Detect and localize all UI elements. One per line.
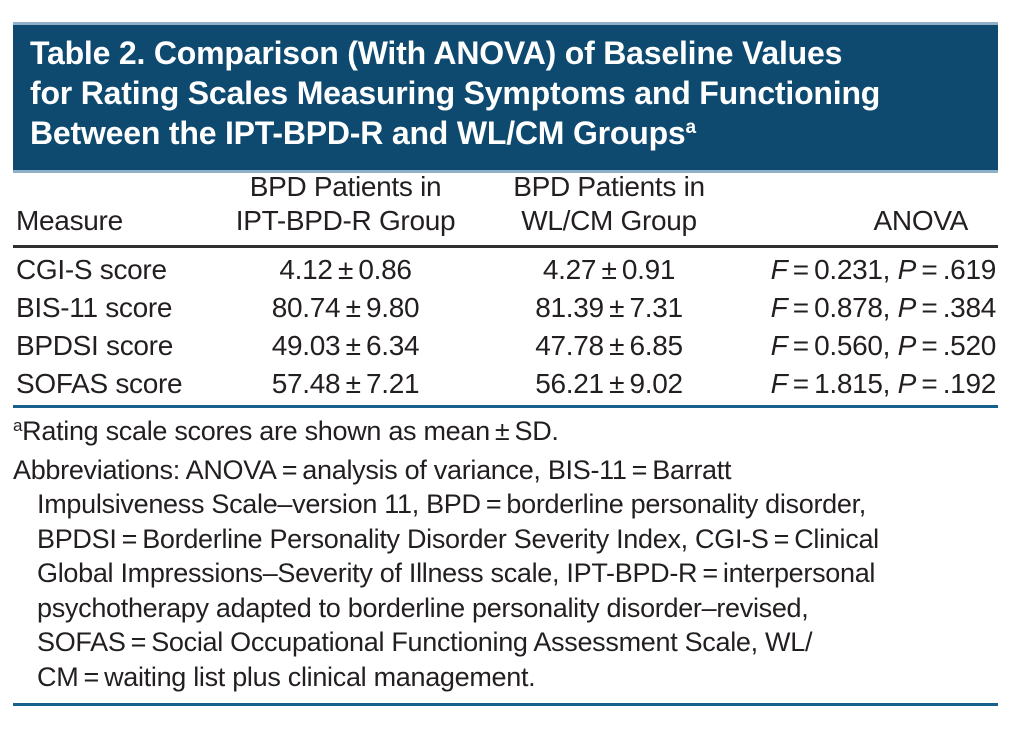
column-header-anova: ANOVA (745, 170, 998, 248)
anova-cell: F = 0.878, P = .384 (745, 289, 998, 327)
table-title-line-3: Between the IPT-BPD-R and WL/CM Groupsa (30, 113, 984, 159)
f-statistic-label: F (770, 292, 788, 323)
wl-value-cell: 4.27 ± 0.91 (542, 254, 676, 285)
column-header-wlcm-group: BPD Patients in WL/CM Group (473, 170, 745, 248)
column-header-ipt-line-1: BPD Patients in (249, 171, 442, 202)
footnote-abbreviations-line: SOFAS = Social Occupational Functioning … (37, 627, 813, 657)
wl-value-cell: 47.78 ± 6.85 (535, 330, 683, 361)
measure-cell: CGI-S score (16, 254, 167, 285)
footnote-abbreviations-line: CM = waiting list plus clinical manageme… (37, 661, 536, 692)
table-row-bis11: BIS-11 score 80.74 ± 9.80 81.39 ± 7.31 F… (13, 289, 998, 327)
wl-value-cell: 56.21 ± 9.02 (473, 365, 745, 408)
f-statistic-value: = 0.560, (787, 330, 898, 361)
table-header-row: Measure BPD Patients in IPT-BPD-R Group … (13, 170, 998, 248)
p-value-label: P (897, 368, 917, 399)
table-row-cgis: CGI-S score 4.12 ± 0.86 4.27 ± 0.91 F = … (13, 247, 998, 290)
column-header-wlcm-line-1: BPD Patients in (513, 171, 705, 202)
title-superscript: a (685, 117, 697, 138)
bottom-divider (13, 703, 998, 706)
p-value: = .619 (916, 254, 996, 285)
table-title-line-2: for Rating Scales Measuring Symptoms and… (30, 75, 881, 111)
column-header-ipt-line-2: IPT-BPD-R Group (235, 205, 456, 236)
p-value: = .192 (916, 368, 996, 399)
p-value-label: P (897, 254, 917, 285)
p-value: = .384 (916, 292, 996, 323)
table-title-line-1: Table 2. Comparison (With ANOVA) of Base… (30, 35, 843, 71)
measure-cell: BPDSI score (16, 330, 173, 361)
table-row-bpdsi: BPDSI score 49.03 ± 6.34 47.78 ± 6.85 F … (13, 327, 998, 365)
f-statistic-value: = 0.878, (787, 292, 898, 323)
ipt-value-cell: 80.74 ± 9.80 (271, 292, 420, 323)
footnote-abbreviations-line: Global Impressions–Severity of Illness s… (37, 558, 876, 588)
table-title-banner: Table 2. Comparison (With ANOVA) of Base… (13, 22, 998, 173)
f-statistic-label: F (770, 330, 788, 361)
footnote-marker: a (13, 416, 23, 435)
table-row-sofas: SOFAS score 57.48 ± 7.21 56.21 ± 9.02 F … (13, 365, 998, 408)
footnote-abbreviations-line: Abbreviations: ANOVA = analysis of varia… (13, 454, 732, 485)
footnote-rating-scale: aRating scale scores are shown as mean ±… (13, 414, 998, 453)
anova-cell: F = 0.560, P = .520 (745, 327, 998, 365)
ipt-value-cell: 4.12 ± 0.86 (279, 254, 412, 285)
baseline-values-table: Measure BPD Patients in IPT-BPD-R Group … (13, 170, 998, 408)
table-title-line-3-text: Between the IPT-BPD-R and WL/CM Groups (30, 115, 686, 151)
f-statistic-value: = 0.231, (787, 254, 898, 285)
table-footnotes: aRating scale scores are shown as mean ±… (13, 414, 998, 694)
anova-cell: F = 1.815, P = .192 (745, 365, 998, 408)
footnote-abbreviations-line: BPDSI = Borderline Personality Disorder … (37, 523, 879, 554)
p-value-label: P (897, 292, 917, 323)
anova-cell: F = 0.231, P = .619 (745, 247, 998, 290)
wl-value-cell: 81.39 ± 7.31 (535, 292, 683, 323)
column-header-measure: Measure (13, 170, 218, 248)
column-header-wlcm-line-2: WL/CM Group (521, 205, 697, 236)
footnote-rating-scale-text: Rating scale scores are shown as mean ± … (22, 416, 559, 446)
footnote-abbreviations-line: Impulsiveness Scale–version 11, BPD = bo… (37, 489, 866, 519)
p-value: = .520 (916, 330, 996, 361)
ipt-value-cell: 49.03 ± 6.34 (271, 330, 420, 361)
p-value-label: P (897, 330, 917, 361)
f-statistic-value: = 1.815, (787, 368, 898, 399)
ipt-value-cell: 57.48 ± 7.21 (218, 365, 473, 408)
measure-cell: SOFAS score (13, 365, 218, 408)
f-statistic-label: F (770, 254, 788, 285)
measure-cell: BIS-11 score (16, 292, 173, 323)
footnote-abbreviations-line: psychotherapy adapted to borderline pers… (37, 592, 809, 623)
f-statistic-label: F (770, 368, 788, 399)
column-header-ipt-group: BPD Patients in IPT-BPD-R Group (218, 170, 473, 248)
